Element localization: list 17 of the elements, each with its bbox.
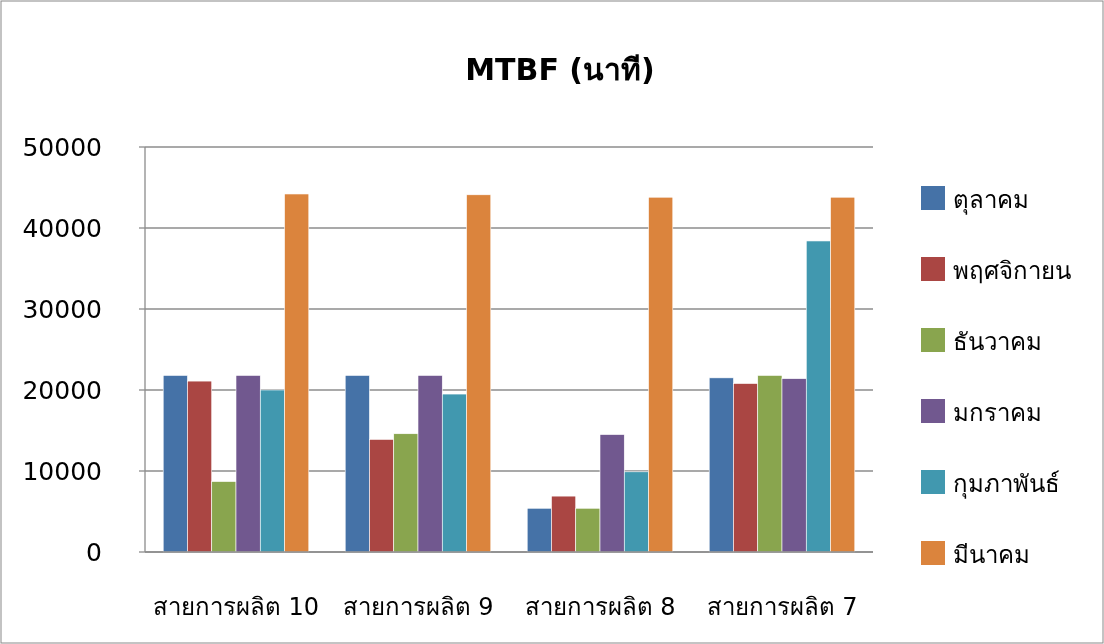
legend-label: ตุลาคม	[953, 186, 1029, 215]
x-tick-label: สายการผลิต 8	[524, 593, 676, 621]
y-tick-label: 0	[86, 538, 102, 567]
x-tick-label: สายการผลิต 7	[706, 593, 858, 621]
legend-label: กุมภาพันธ์	[953, 470, 1060, 499]
chart-title: MTBF (นาที)	[465, 52, 655, 87]
x-tick-label: สายการผลิต 10	[152, 593, 320, 621]
y-tick-label: 10000	[22, 457, 102, 486]
y-tick-label: 40000	[22, 214, 102, 243]
legend-label: มกราคม	[953, 399, 1042, 427]
legend-label: พฤศจิกายน	[953, 257, 1071, 285]
y-tick-label: 20000	[22, 376, 102, 405]
y-tick-label: 50000	[22, 133, 102, 162]
legend-label: ธันวาคม	[953, 328, 1042, 356]
legend-label: มีนาคม	[953, 541, 1030, 569]
x-tick-label: สายการผลิต 9	[342, 593, 494, 621]
y-tick-label: 30000	[22, 295, 102, 324]
